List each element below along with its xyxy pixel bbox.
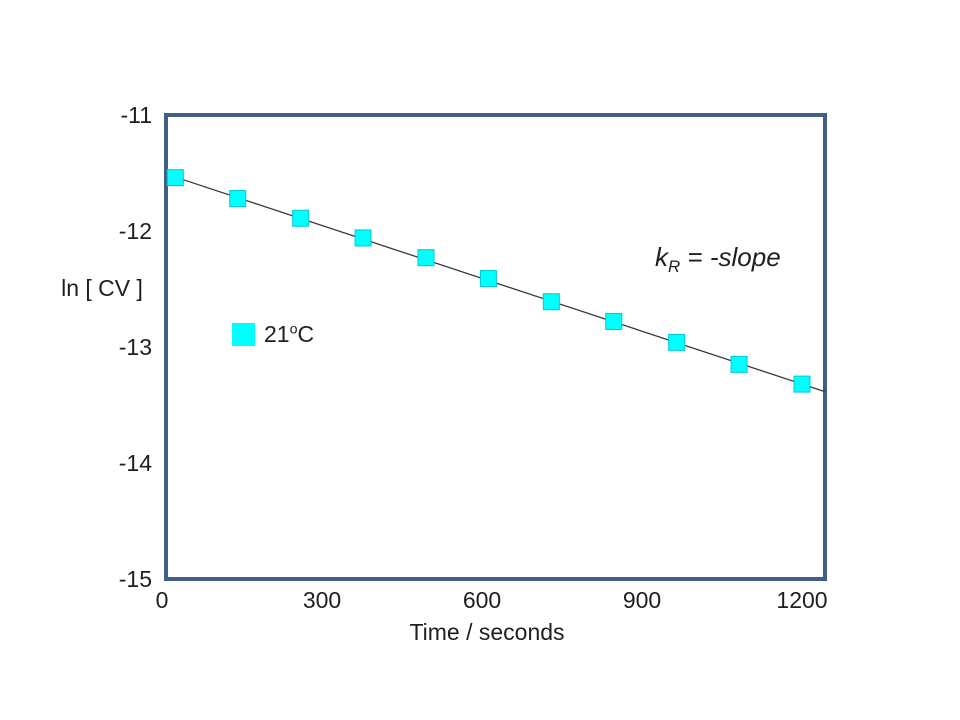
x-tick-label: 0: [155, 587, 169, 613]
y-axis-title: ln [ CV ]: [61, 275, 143, 301]
legend-unit: C: [297, 321, 315, 347]
x-tick-label: 300: [302, 587, 342, 613]
x-tick-label: 900: [622, 587, 662, 613]
legend-marker-swatch: [232, 322, 255, 346]
y-tick-label: -11: [120, 102, 152, 128]
x-tick-label: 1200: [776, 587, 828, 613]
annotation-k: k: [655, 242, 668, 272]
y-tick-label: -14: [118, 450, 152, 476]
x-tick-label: 600: [462, 587, 502, 613]
y-tick-label: -15: [118, 566, 152, 592]
legend-temperature-value: 21: [264, 321, 290, 347]
legend-label: 21oC: [264, 320, 314, 348]
y-tick-label: -12: [118, 218, 152, 244]
x-axis-title: Time / seconds: [409, 619, 565, 645]
legend: 21oC: [232, 320, 314, 348]
y-tick-label: -13: [118, 334, 152, 360]
rate-constant-annotation: kR = -slope: [655, 241, 781, 277]
legend-degree-symbol: o: [289, 321, 298, 338]
annotation-subscript-R: R: [668, 257, 681, 277]
annotation-equals-slope: = -slope: [680, 242, 781, 272]
